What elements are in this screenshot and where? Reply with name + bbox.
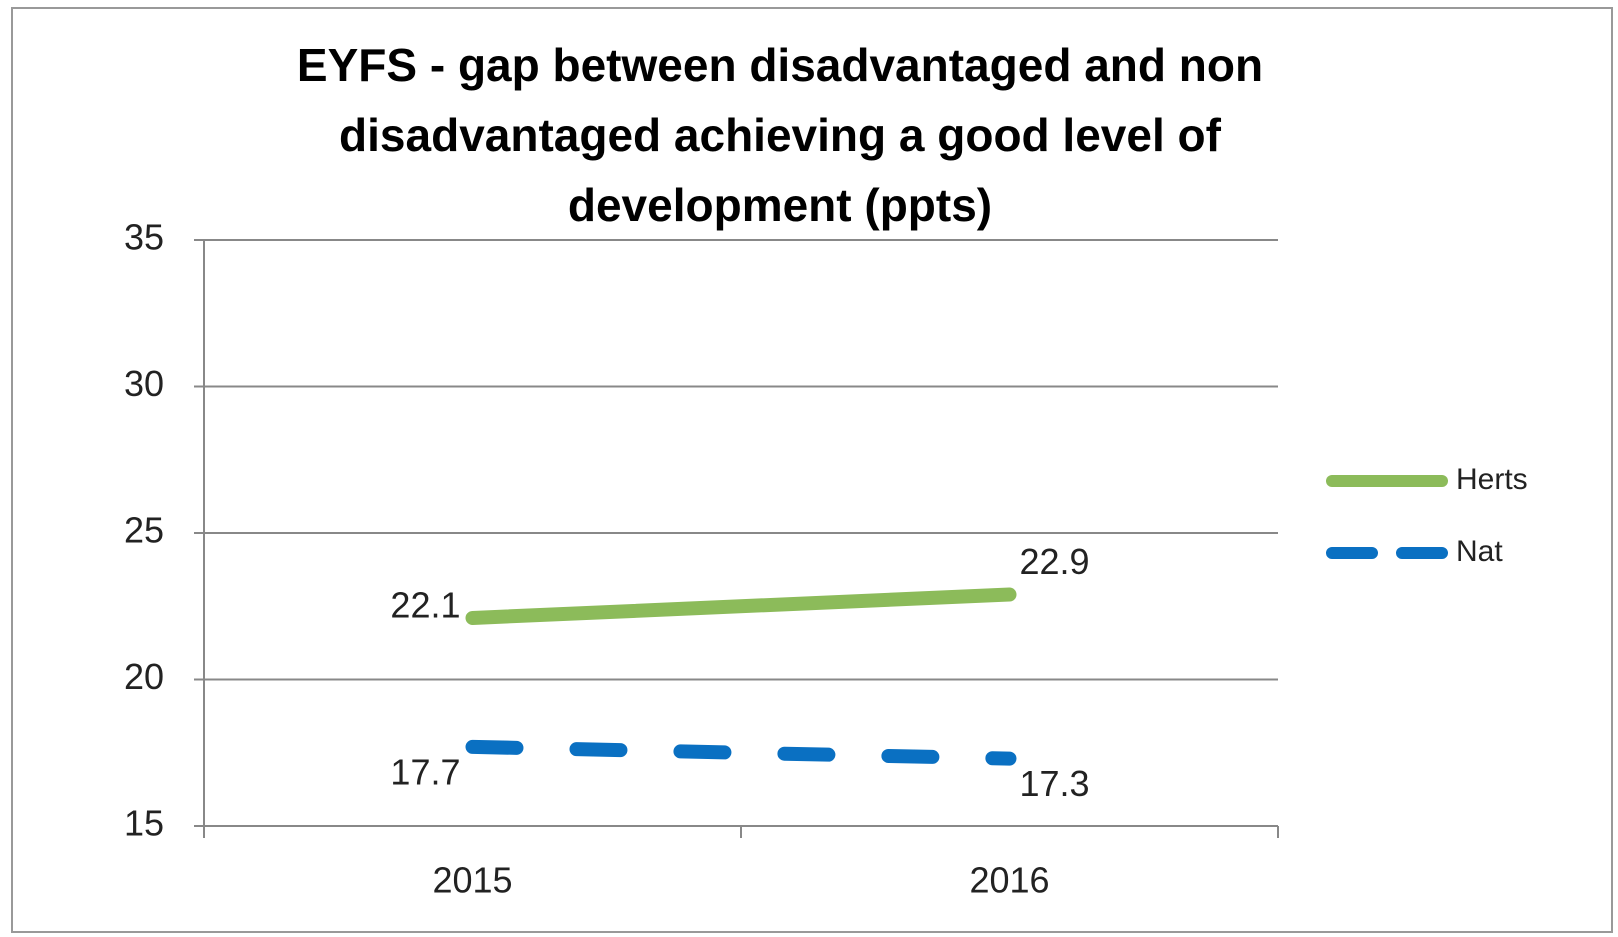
legend-label: Herts (1456, 463, 1528, 496)
y-tick-label: 20 (124, 656, 164, 697)
data-label: 17.7 (390, 751, 460, 792)
chart-frame (11, 7, 1613, 933)
legend-label: Nat (1456, 535, 1503, 568)
y-tick-label: 15 (124, 803, 164, 844)
series-line (465, 587, 1017, 625)
data-label: 22.9 (1020, 541, 1090, 582)
y-tick-label: 35 (124, 217, 164, 258)
x-tick-label: 2016 (969, 860, 1049, 901)
chart-title: EYFS - gap between disadvantaged and non… (296, 39, 1264, 231)
data-label: 22.1 (390, 584, 460, 625)
data-label: 17.3 (1020, 763, 1090, 804)
series-line (465, 739, 1017, 766)
x-tick-label: 2015 (432, 860, 512, 901)
y-tick-label: 30 (124, 363, 164, 404)
y-tick-label: 25 (124, 510, 164, 551)
